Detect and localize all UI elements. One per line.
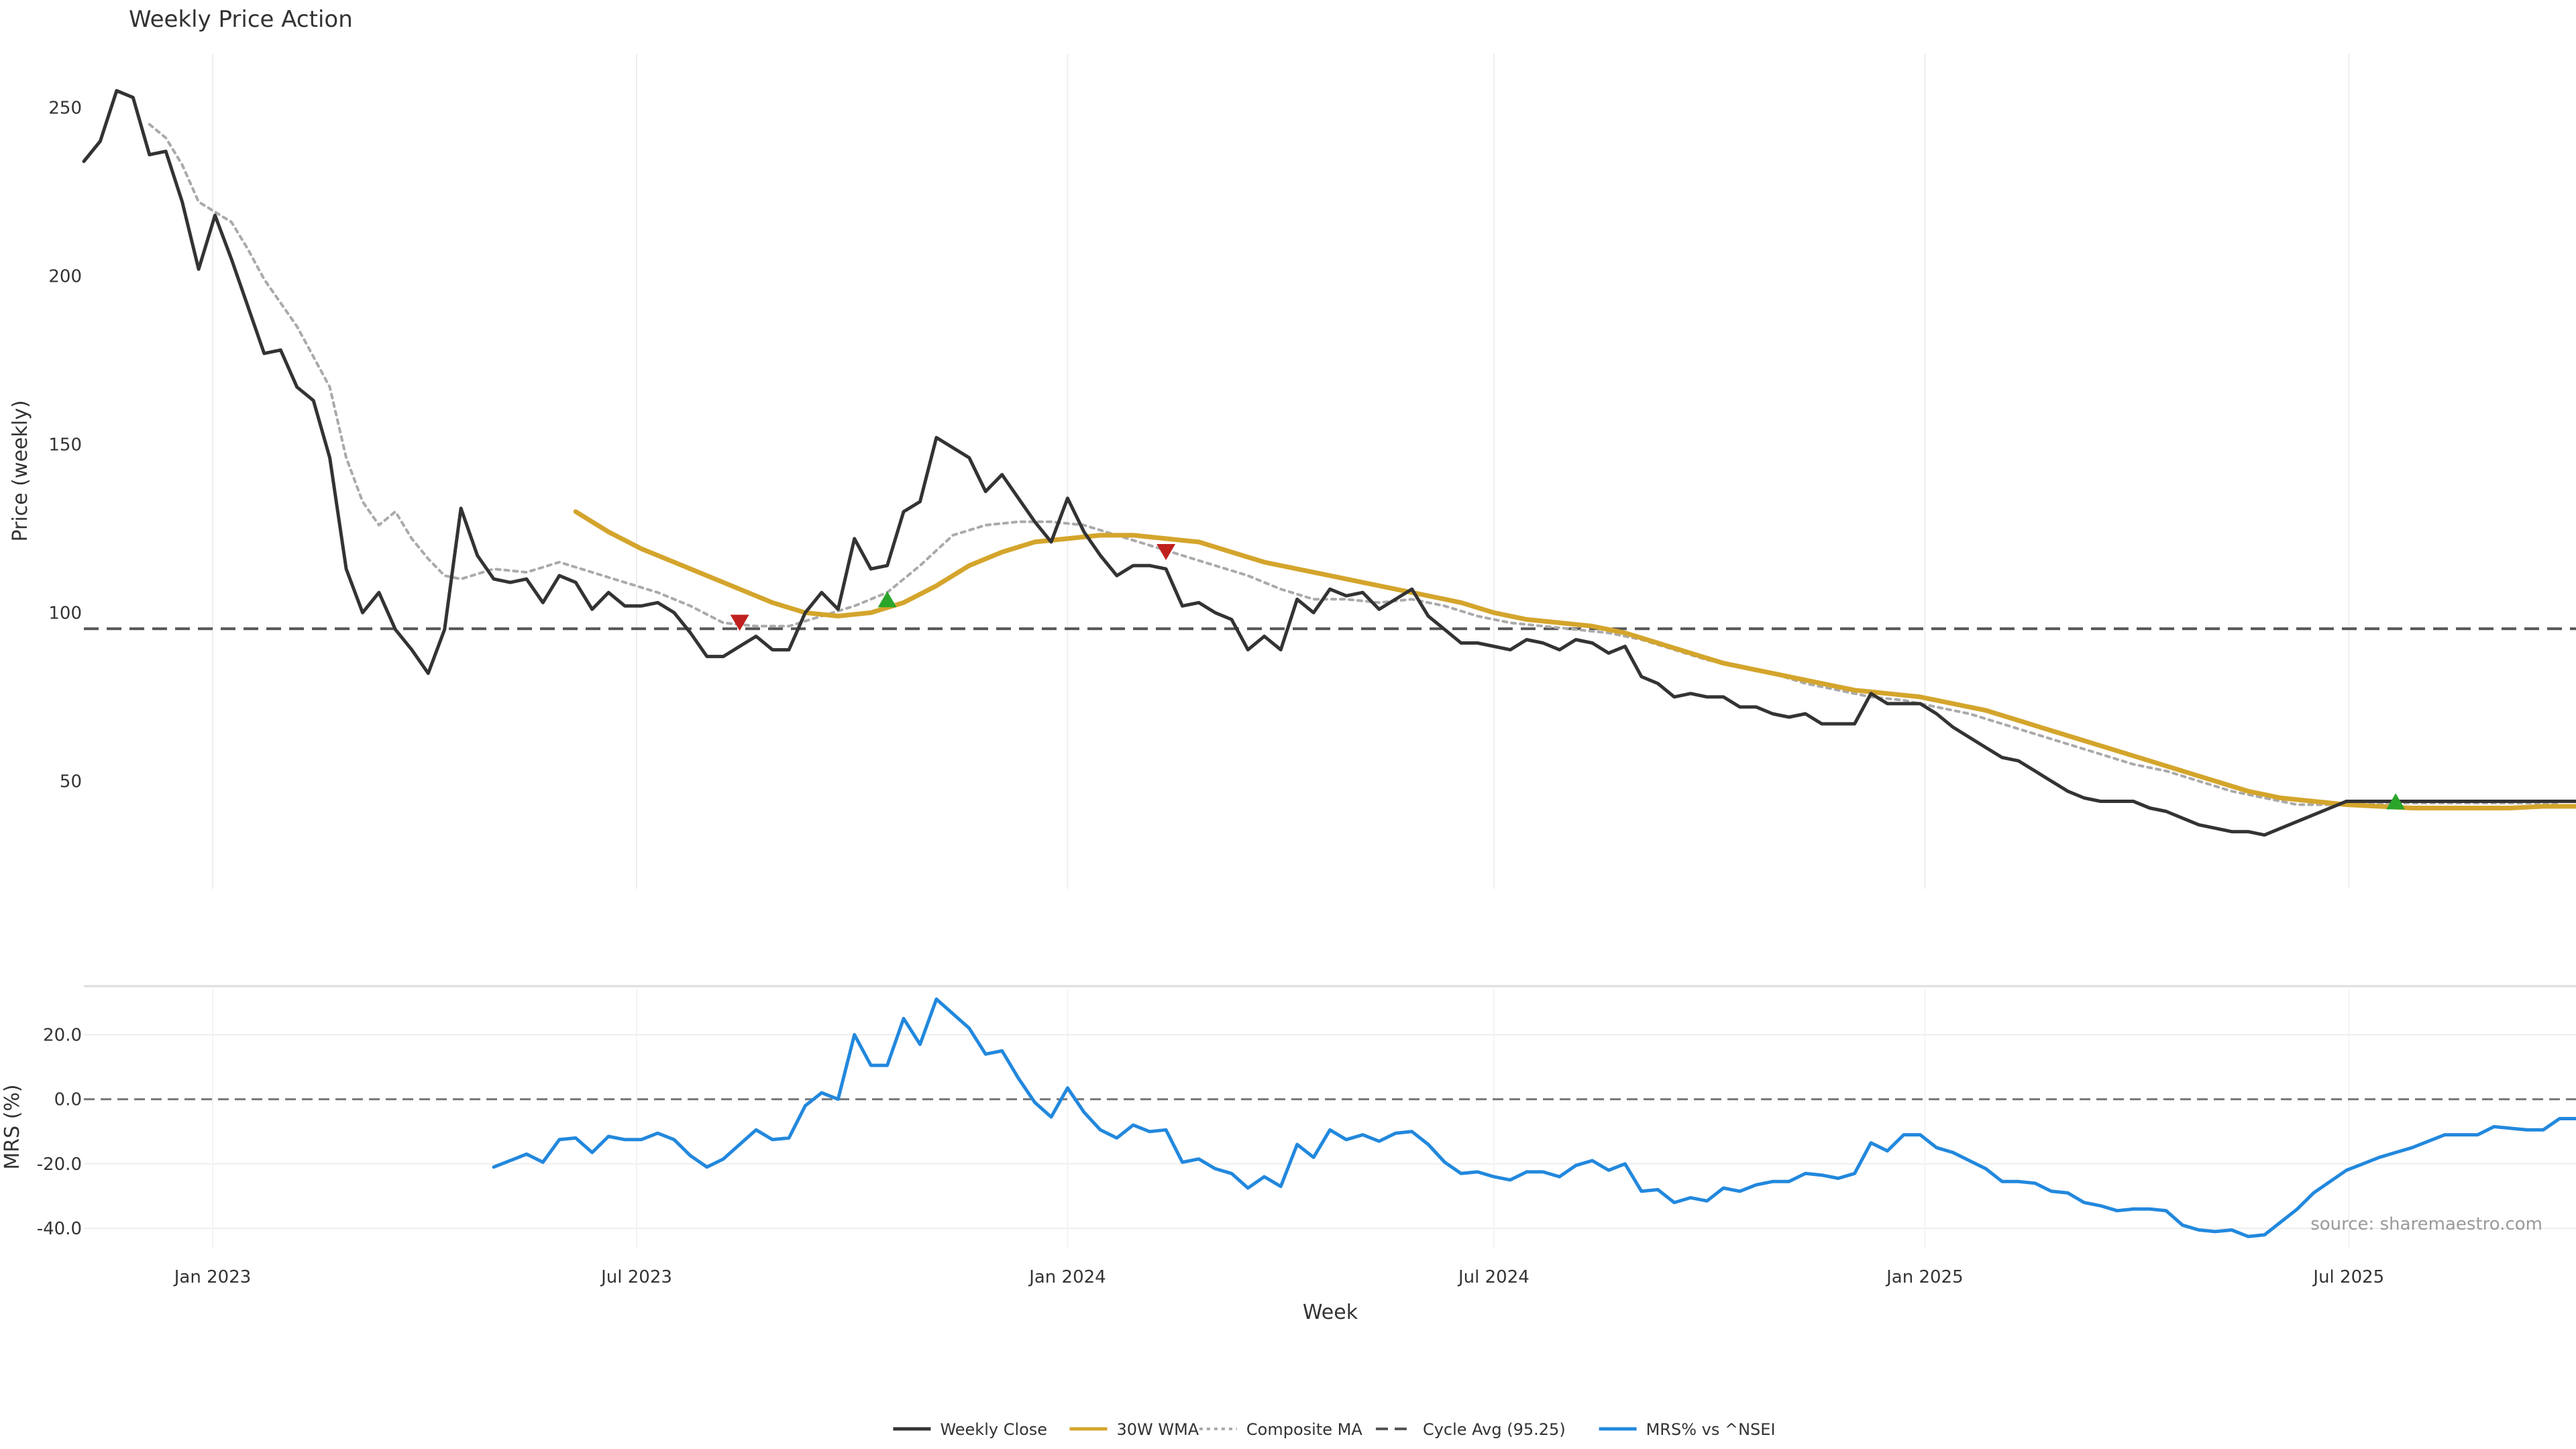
mrs-y-axis: -40.0 -20.0 0.0 20.0 bbox=[37, 1025, 82, 1239]
series-composite-ma bbox=[148, 123, 2561, 806]
legend-label: 30W WMA bbox=[1116, 1420, 1199, 1439]
buy-signal-marker bbox=[877, 591, 897, 608]
chart-title: Weekly Price Action bbox=[129, 6, 353, 33]
buy-signal-marker bbox=[2386, 793, 2406, 810]
legend-item-mrs-vs-nsei: MRS% vs ^NSEI bbox=[1599, 1420, 1776, 1439]
legend-label: Cycle Avg (95.25) bbox=[1423, 1420, 1566, 1439]
series-mrs-vs-nsei bbox=[492, 997, 2576, 1238]
mrs-y-axis-label: MRS (%) bbox=[1, 1084, 24, 1169]
price-y-tick-label: 200 bbox=[48, 266, 82, 286]
price-y-axis: 50 100 150 200 250 bbox=[48, 98, 82, 792]
source-annotation: source: sharemaestro.com bbox=[2310, 1214, 2542, 1234]
x-tick-label: Jul 2023 bbox=[600, 1267, 672, 1287]
legend-item-30w-wma: 30W WMA bbox=[1069, 1420, 1199, 1439]
mrs-y-tick-label: 20.0 bbox=[43, 1025, 82, 1045]
price-y-tick-label: 150 bbox=[48, 435, 82, 455]
x-axis: Jan 2023 Jul 2023 Jan 2024 Jul 2024 Jan 2025… bbox=[173, 1267, 2384, 1287]
legend-item-weekly-close: Weekly Close bbox=[893, 1420, 1047, 1439]
sell-signal-marker bbox=[730, 614, 749, 631]
price-grid bbox=[212, 54, 2350, 889]
mrs-y-tick-label: -20.0 bbox=[37, 1155, 82, 1175]
price-y-axis-label: Price (weekly) bbox=[9, 400, 32, 541]
x-tick-label: Jan 2023 bbox=[173, 1267, 252, 1287]
x-axis-label: Week bbox=[1303, 1301, 1358, 1324]
x-tick-label: Jul 2025 bbox=[2312, 1267, 2384, 1287]
mrs-grid bbox=[84, 989, 2576, 1248]
legend-item-composite-ma: Composite MA bbox=[1199, 1420, 1362, 1439]
price-y-tick-label: 250 bbox=[48, 98, 82, 118]
mrs-series-group bbox=[492, 997, 2576, 1238]
price-y-tick-label: 50 bbox=[60, 771, 82, 792]
mrs-y-tick-label: -40.0 bbox=[37, 1219, 82, 1239]
series-weekly-close bbox=[82, 89, 2576, 837]
series-30w-wma bbox=[573, 509, 2576, 810]
x-tick-label: Jan 2024 bbox=[1028, 1267, 1106, 1287]
sell-signal-marker bbox=[1157, 543, 1176, 560]
x-tick-label: Jul 2024 bbox=[1457, 1267, 1529, 1287]
legend-label: Weekly Close bbox=[940, 1420, 1047, 1439]
legend-item-cycle-avg-95-25: Cycle Avg (95.25) bbox=[1375, 1420, 1566, 1439]
legend: Weekly Close 30W WMA Composite MA Cycle Avg… bbox=[893, 1420, 1776, 1439]
mrs-y-tick-label: 0.0 bbox=[54, 1090, 82, 1110]
x-tick-label: Jan 2025 bbox=[1885, 1267, 1964, 1287]
legend-label: Composite MA bbox=[1246, 1420, 1362, 1439]
legend-label: MRS% vs ^NSEI bbox=[1646, 1420, 1776, 1439]
signal-markers bbox=[730, 543, 2406, 810]
price-series-group bbox=[82, 89, 2576, 837]
price-y-tick-label: 100 bbox=[48, 603, 82, 623]
